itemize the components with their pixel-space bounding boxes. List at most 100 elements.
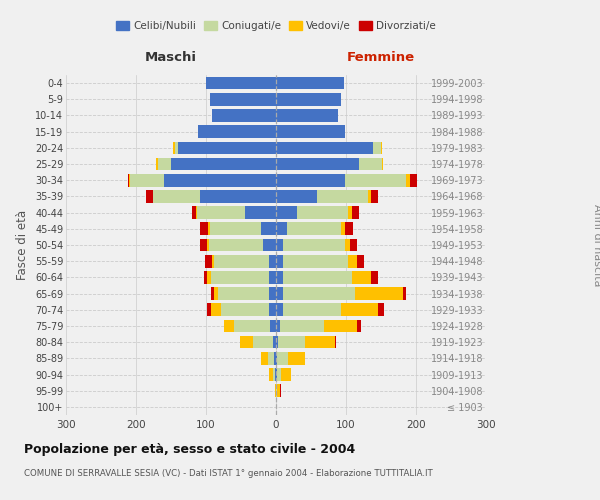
Bar [272, 336, 276, 348]
Bar [283, 255, 348, 268]
Bar [382, 158, 383, 170]
Bar [218, 288, 269, 300]
Bar [153, 190, 200, 202]
Bar [348, 206, 352, 219]
Bar [271, 320, 276, 332]
Bar [276, 304, 283, 316]
Bar [277, 368, 281, 381]
Bar [275, 384, 276, 397]
Bar [277, 384, 280, 397]
Bar [205, 255, 212, 268]
Bar [280, 384, 281, 397]
Bar [206, 77, 276, 90]
Bar [403, 288, 406, 300]
Bar [192, 206, 196, 219]
Bar [276, 109, 338, 122]
Bar [208, 222, 210, 235]
Bar [146, 190, 153, 202]
Bar [276, 93, 341, 106]
Bar [211, 271, 269, 283]
Bar [197, 126, 276, 138]
Bar [269, 368, 272, 381]
Bar [164, 174, 276, 186]
Bar [352, 271, 371, 283]
Bar [200, 238, 206, 252]
Bar [348, 255, 357, 268]
Bar [344, 174, 406, 186]
Bar [175, 142, 178, 154]
Bar [268, 352, 274, 364]
Legend: Celibi/Nubili, Coniugati/e, Vedovi/e, Divorziati/e: Celibi/Nubili, Coniugati/e, Vedovi/e, Di… [115, 19, 437, 34]
Bar [283, 304, 341, 316]
Bar [341, 304, 378, 316]
Bar [280, 320, 323, 332]
Bar [276, 142, 373, 154]
Bar [357, 255, 364, 268]
Bar [276, 206, 297, 219]
Text: COMUNE DI SERRAVALLE SESIA (VC) - Dati ISTAT 1° gennaio 2004 - Elaborazione TUTT: COMUNE DI SERRAVALLE SESIA (VC) - Dati I… [24, 469, 433, 478]
Bar [212, 109, 276, 122]
Bar [297, 206, 348, 219]
Bar [283, 271, 352, 283]
Bar [158, 158, 171, 170]
Bar [223, 320, 234, 332]
Bar [196, 206, 197, 219]
Bar [368, 190, 371, 202]
Bar [263, 238, 276, 252]
Bar [128, 174, 129, 186]
Bar [206, 238, 209, 252]
Bar [240, 336, 253, 348]
Bar [276, 288, 283, 300]
Bar [269, 255, 276, 268]
Bar [276, 352, 277, 364]
Bar [357, 320, 361, 332]
Bar [276, 336, 278, 348]
Bar [269, 288, 276, 300]
Bar [288, 352, 305, 364]
Bar [381, 142, 382, 154]
Bar [209, 238, 263, 252]
Bar [209, 93, 276, 106]
Bar [406, 174, 410, 186]
Bar [283, 238, 344, 252]
Bar [276, 271, 283, 283]
Bar [359, 158, 382, 170]
Bar [253, 336, 272, 348]
Bar [317, 190, 368, 202]
Bar [262, 352, 268, 364]
Bar [200, 222, 208, 235]
Bar [276, 126, 344, 138]
Bar [234, 320, 271, 332]
Bar [276, 174, 344, 186]
Bar [130, 174, 164, 186]
Bar [211, 304, 221, 316]
Bar [208, 304, 211, 316]
Bar [269, 304, 276, 316]
Bar [275, 368, 276, 381]
Bar [287, 222, 341, 235]
Bar [171, 158, 276, 170]
Bar [276, 320, 280, 332]
Bar [276, 158, 359, 170]
Y-axis label: Fasce di età: Fasce di età [16, 210, 29, 280]
Bar [221, 304, 269, 316]
Bar [276, 368, 277, 381]
Bar [355, 288, 403, 300]
Bar [211, 288, 214, 300]
Bar [371, 190, 378, 202]
Bar [344, 222, 353, 235]
Bar [204, 271, 208, 283]
Bar [350, 238, 357, 252]
Bar [200, 190, 276, 202]
Bar [197, 206, 245, 219]
Bar [335, 336, 336, 348]
Bar [281, 368, 292, 381]
Text: Maschi: Maschi [145, 50, 197, 64]
Bar [277, 352, 288, 364]
Bar [276, 190, 317, 202]
Bar [173, 142, 175, 154]
Bar [260, 222, 276, 235]
Bar [276, 384, 277, 397]
Bar [269, 271, 276, 283]
Bar [276, 77, 344, 90]
